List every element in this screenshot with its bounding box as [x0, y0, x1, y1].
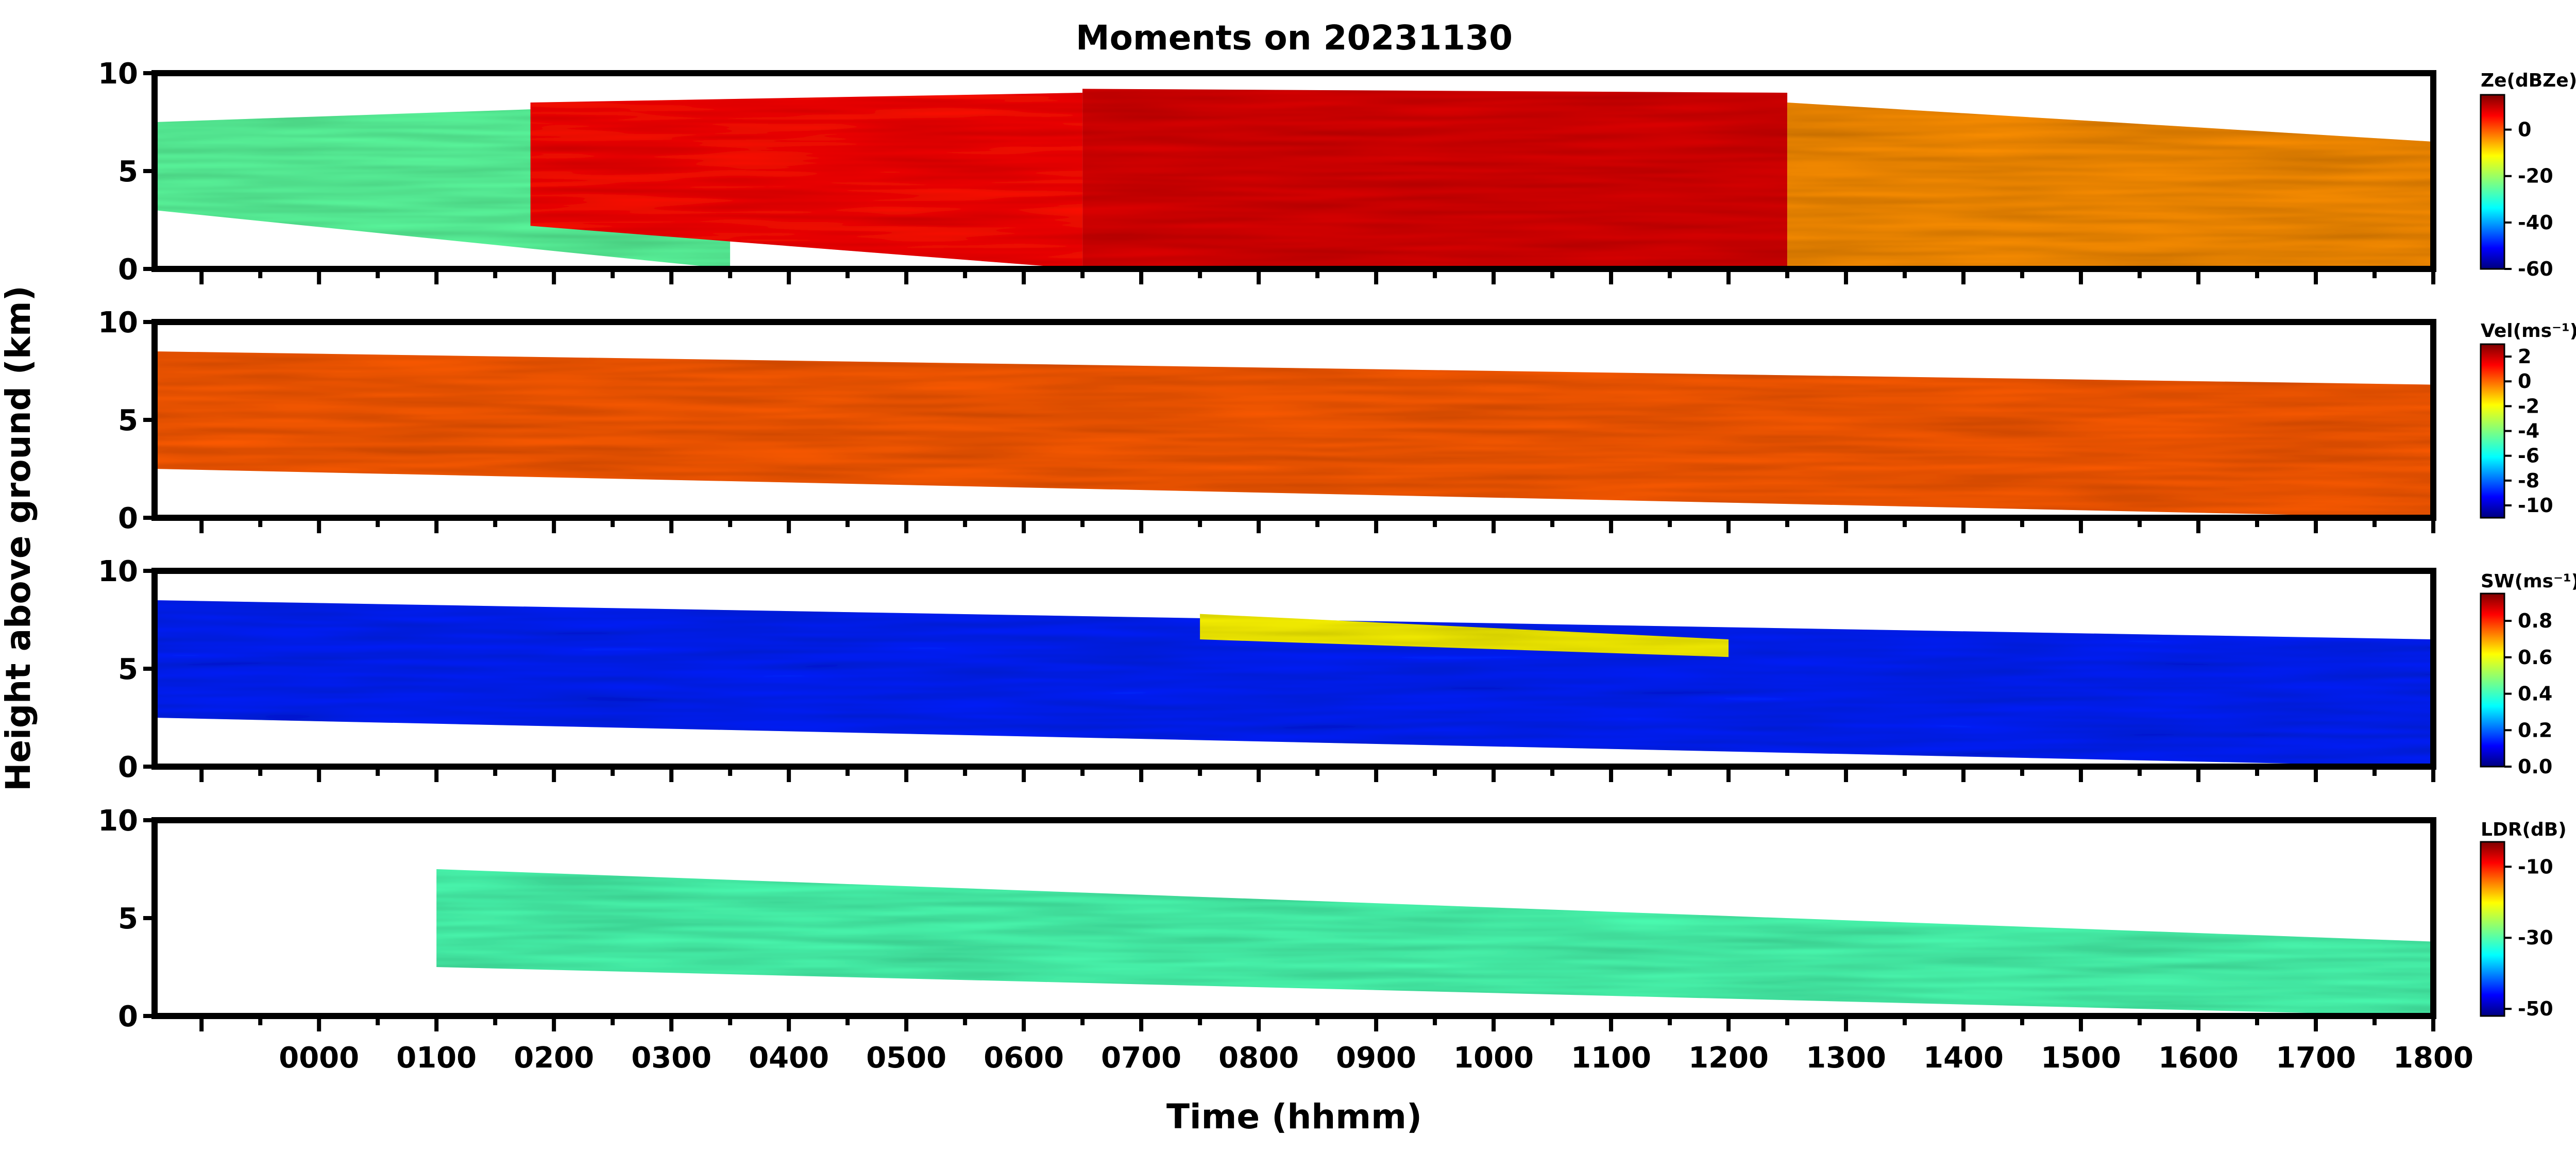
x-tick-label: 1300 [1806, 1041, 1886, 1075]
echo-region-0 [436, 869, 2434, 1016]
x-tick-label: 1600 [2158, 1041, 2239, 1075]
colorbar-tick-label: -10 [2518, 494, 2553, 517]
x-tick-label: 1700 [2276, 1041, 2356, 1075]
ldr-colorbar [2480, 841, 2505, 1017]
reflectivity-ticks: 0 5 10 [98, 57, 2435, 286]
y-tick-label: 5 [118, 404, 138, 437]
velocity-heatmap [155, 351, 2433, 518]
x-tick-labels: 0000 0100 0200 0300 0400 0500 0600 0700 0800 0900… [279, 1041, 2473, 1075]
y-tick-label: 0 [118, 253, 138, 286]
spectrum-width-colorbar-label: SW(ms⁻¹) [2481, 571, 2576, 592]
colorbar-tick-label: -2 [2518, 395, 2539, 417]
x-tick-label: 0400 [749, 1041, 829, 1075]
ldr-colorbar-label: LDR(dB) [2481, 819, 2567, 840]
echo-region-1 [1200, 614, 1729, 657]
colorbar-tick-label: 0.8 [2518, 609, 2552, 632]
colorbar-tick-label: -40 [2518, 211, 2553, 234]
colorbar-tick-label: -6 [2518, 445, 2539, 467]
velocity-colorbar [2480, 343, 2505, 519]
x-tick-label: 1400 [1923, 1041, 2004, 1075]
spectrum-width-colorbar [2480, 592, 2505, 768]
ldr-colorbar-ticks: -10 -30 -50 [2504, 855, 2553, 1020]
panel-ldr: 0 5 10 LDR(dB) -10 -30 -50 [98, 804, 2567, 1034]
echo-region-2 [1082, 89, 1788, 269]
x-tick-label: 0900 [1336, 1041, 1416, 1075]
x-tick-label: 0500 [866, 1041, 946, 1075]
velocity-ticks: 0 5 10 [98, 306, 2435, 535]
reflectivity-colorbar-ticks: 0 -20 -40 -60 [2504, 118, 2553, 280]
echo-region-1 [530, 93, 1083, 269]
y-tick-label: 5 [118, 902, 138, 936]
colorbar-tick-label: 0 [2518, 370, 2531, 393]
y-tick-label: 0 [118, 751, 138, 784]
colorbar-tick-label: -50 [2518, 997, 2553, 1020]
spectrum-width-ticks: 0 5 10 [98, 555, 2435, 784]
reflectivity-heatmap [155, 89, 2433, 269]
x-tick-label: 0700 [1101, 1041, 1181, 1075]
echo-region-0 [155, 351, 2433, 518]
y-tick-label: 10 [98, 57, 138, 91]
colorbar-tick-label: -60 [2518, 258, 2553, 280]
echo-region-0 [155, 600, 2433, 767]
x-tick-label: 0000 [279, 1041, 359, 1075]
spectrum-width-colorbar-ticks: 0.8 0.6 0.4 0.2 0.0 [2504, 609, 2552, 778]
chart-title: Moments on 20231130 [1076, 18, 1513, 58]
y-axis-label: Height above ground (km) [0, 285, 38, 791]
velocity-colorbar-ticks: 20-2 -4-6-8-10 [2504, 345, 2553, 517]
reflectivity-colorbar-label: Ze(dBZe) [2481, 70, 2576, 91]
x-tick-label: 1000 [1453, 1041, 1534, 1075]
x-tick-label: 1200 [1688, 1041, 1769, 1075]
panel-spectrum-width: 0 5 10 SW(ms⁻¹) 0.8 0.6 0.4 0.2 0.0 [98, 555, 2576, 784]
x-tick-label: 0300 [631, 1041, 711, 1075]
colorbar-tick-label: -10 [2518, 855, 2553, 878]
y-tick-label: 5 [118, 155, 138, 189]
y-tick-label: 5 [118, 653, 138, 686]
reflectivity-colorbar [2480, 94, 2505, 270]
x-tick-label: 0600 [984, 1041, 1064, 1075]
colorbar-tick-label: 0 [2518, 118, 2531, 141]
colorbar-tick-label: -20 [2518, 165, 2553, 188]
x-tick-label: 1800 [2393, 1041, 2473, 1075]
spectrum-width-heatmap [155, 600, 2433, 767]
x-axis-label: Time (hhmm) [1166, 1097, 1422, 1137]
colorbar-tick-label: 0.6 [2518, 646, 2552, 669]
ldr-heatmap [436, 869, 2434, 1016]
x-tick-label: 0200 [514, 1041, 594, 1075]
y-tick-label: 10 [98, 555, 138, 588]
colorbar-tick-label: -4 [2518, 420, 2539, 443]
colorbar-tick-label: 0.4 [2518, 683, 2552, 705]
ldr-ticks: 0 5 10 [98, 804, 2435, 1034]
colorbar-tick-label: -30 [2518, 926, 2553, 949]
colorbar-tick-label: 0.2 [2518, 719, 2552, 741]
y-tick-label: 0 [118, 1000, 138, 1034]
y-tick-label: 10 [98, 804, 138, 838]
colorbar-tick-label: -8 [2518, 469, 2539, 492]
colorbar-tick-label: 0.0 [2518, 755, 2552, 778]
velocity-colorbar-label: Vel(ms⁻¹) [2481, 320, 2576, 342]
x-tick-label: 0100 [396, 1041, 477, 1075]
echo-region-3 [1787, 103, 2433, 269]
x-tick-label: 0800 [1218, 1041, 1299, 1075]
y-tick-label: 10 [98, 306, 138, 340]
panel-reflectivity: 0 5 10 Ze(dBZe) 0 -20 -40 -60 [98, 57, 2576, 286]
colorbar-tick-label: 2 [2518, 345, 2531, 368]
x-tick-label: 1100 [1571, 1041, 1651, 1075]
x-tick-label: 1500 [2041, 1041, 2121, 1075]
y-tick-label: 0 [118, 502, 138, 535]
